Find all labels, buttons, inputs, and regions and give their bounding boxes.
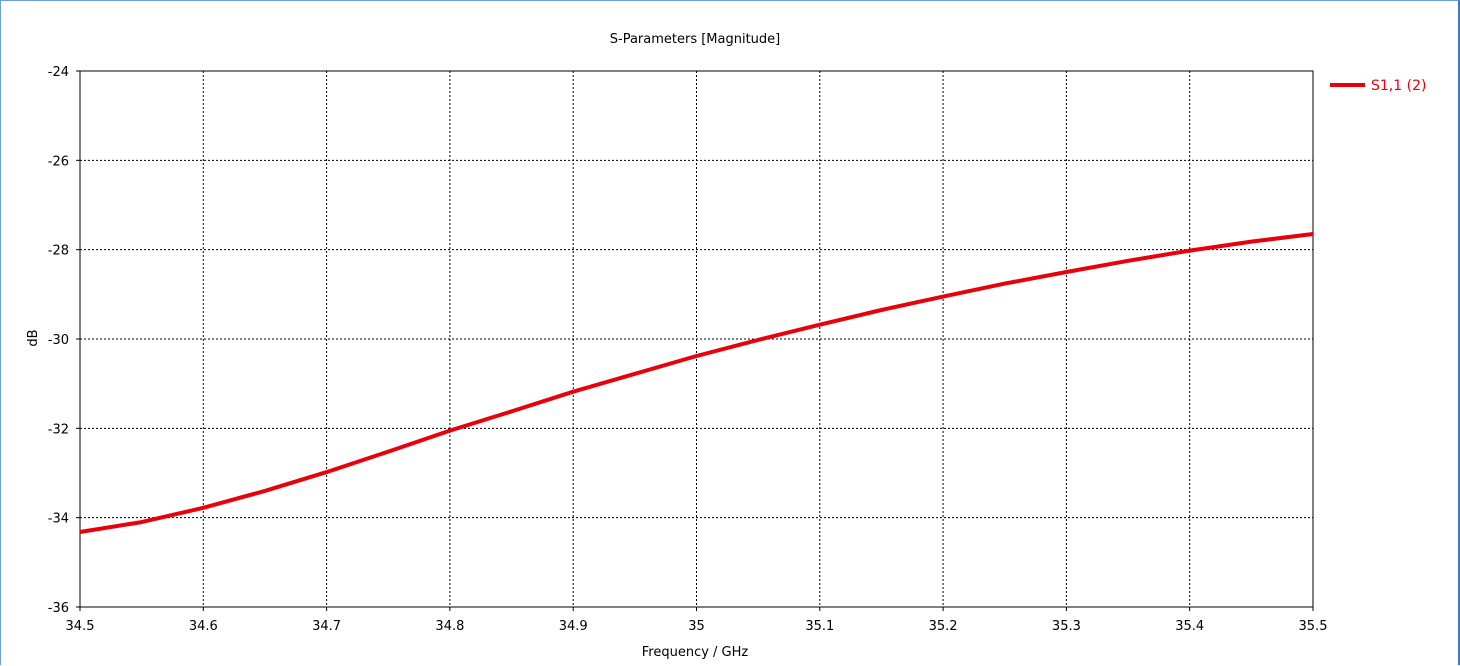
x-axis-title: Frequency / GHz <box>642 645 749 660</box>
series-line-s11 <box>79 232 1314 534</box>
y-axis-title: dB <box>26 329 41 346</box>
series-layer <box>79 232 1314 534</box>
y-axis-ticks: -24 -26 -28 -30 -32 -34 -36 <box>48 65 80 616</box>
y-tick-label: -34 <box>48 512 69 527</box>
x-tick-label: 34.7 <box>312 619 341 634</box>
y-tick-label: -26 <box>48 154 69 169</box>
y-tick-label: -28 <box>48 244 69 259</box>
x-tick-label: 34.8 <box>435 619 464 634</box>
x-tick-label: 35.4 <box>1175 619 1204 634</box>
x-tick-label: 34.9 <box>559 619 588 634</box>
x-tick-label: 34.5 <box>66 619 95 634</box>
grid <box>80 71 1313 607</box>
x-tick-label: 34.6 <box>189 619 218 634</box>
x-tick-label: 35.3 <box>1052 619 1081 634</box>
x-tick-label: 35.2 <box>929 619 958 634</box>
x-tick-label: 35.5 <box>1299 619 1328 634</box>
legend[interactable]: S1,1 (2) <box>1330 78 1426 94</box>
x-tick-label: 35.1 <box>805 619 834 634</box>
y-tick-label: -30 <box>48 333 69 348</box>
y-tick-label: -32 <box>48 422 69 437</box>
legend-label: S1,1 (2) <box>1371 78 1426 94</box>
y-tick-label: -36 <box>48 601 69 616</box>
chart-title: S-Parameters [Magnitude] <box>610 32 781 47</box>
x-axis-ticks: 34.5 34.6 34.7 34.8 34.9 35 35.1 35.2 35.3 35.4 35… <box>66 607 1328 634</box>
y-tick-label: -24 <box>48 65 69 80</box>
x-tick-label: 35 <box>688 619 705 634</box>
